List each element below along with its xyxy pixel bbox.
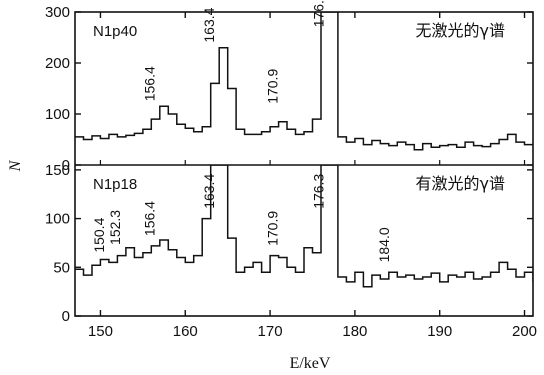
peak-label: 184.0 — [376, 227, 392, 262]
y-tick-label: 0 — [62, 157, 70, 174]
y-tick-label: 300 — [45, 4, 70, 21]
y-tick-label: 200 — [45, 55, 70, 72]
panel-1: 0 100 200 300 156.4 163.4 170.9 176.3 N1p40 无激光的γ… — [45, 0, 533, 174]
x-tick-label: 160 — [173, 323, 198, 340]
y-tick-label: 0 — [62, 308, 70, 325]
sample-label: N1p40 — [93, 23, 137, 40]
peak-label: 163.4 — [201, 174, 217, 209]
peak-label: 176.3 — [311, 0, 327, 27]
y-tick-label: 50 — [53, 259, 70, 276]
panel-2: 0 50 100 150 150.4 152.3 156.4 163.4 170.9 176.3 1… — [45, 162, 533, 325]
spectrum-line — [75, 165, 533, 288]
x-axis: 150 160 170 180 190 200 — [88, 12, 537, 340]
peak-label: 156.4 — [142, 201, 158, 236]
x-tick-label: 170 — [258, 323, 283, 340]
plot-border — [74, 11, 534, 317]
x-axis-label: E/keV — [290, 355, 331, 372]
spectrum-line — [75, 12, 533, 151]
y-tick-label: 100 — [45, 106, 70, 123]
y-axis-label: N — [7, 159, 24, 172]
plot-frame — [74, 11, 534, 317]
x-tick-label: 190 — [427, 323, 452, 340]
peak-label: 163.4 — [201, 7, 217, 42]
x-tick-label: 200 — [512, 323, 537, 340]
sample-label: N1p18 — [93, 176, 137, 193]
panel-title: 有激光的γ谱 — [416, 174, 505, 193]
peak-label: 176.3 — [311, 174, 327, 209]
peak-label: 152.3 — [107, 210, 123, 245]
y-tick-label: 100 — [45, 211, 70, 228]
peak-label: 170.9 — [265, 69, 281, 104]
peak-label: 150.4 — [91, 217, 107, 252]
y-tick-label: 150 — [45, 162, 70, 179]
peak-label: 170.9 — [265, 211, 281, 246]
x-tick-label: 150 — [88, 323, 113, 340]
peak-label: 156.4 — [142, 66, 158, 101]
x-tick-label: 180 — [342, 323, 367, 340]
panel-title: 无激光的γ谱 — [416, 21, 505, 40]
